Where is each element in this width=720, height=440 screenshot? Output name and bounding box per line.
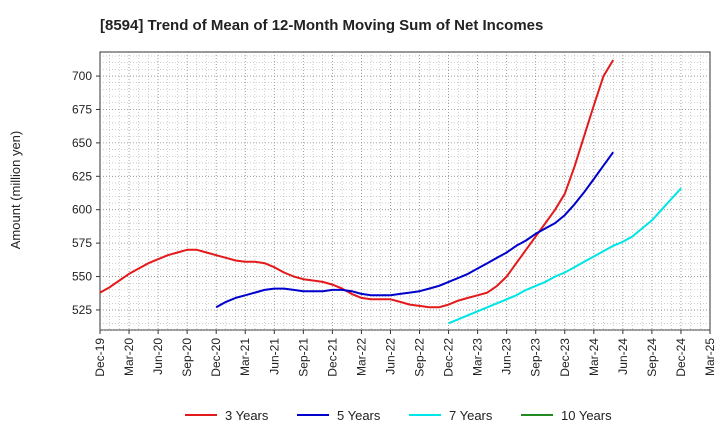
series-line-2 xyxy=(215,151,615,309)
x-tick-label: Mar-20 xyxy=(122,338,136,376)
legend-label: 5 Years xyxy=(337,408,381,423)
x-tick-label: Jun-22 xyxy=(383,338,397,375)
chart-title: [8594] Trend of Mean of 12-Month Moving … xyxy=(100,17,543,34)
x-tick-label: Jun-20 xyxy=(151,338,165,375)
x-tick-label: Mar-25 xyxy=(703,338,717,376)
x-tick-label: Mar-24 xyxy=(587,338,601,376)
legend-label: 3 Years xyxy=(225,408,269,423)
y-tick-label: 625 xyxy=(72,169,92,183)
x-tick-label: Mar-22 xyxy=(354,338,368,376)
y-axis-ticks: 525 550 575 600 625 650 675 700 xyxy=(72,69,100,317)
x-tick-label: Dec-24 xyxy=(674,338,688,377)
y-tick-label: 675 xyxy=(72,102,92,116)
y-tick-label: 550 xyxy=(72,270,92,284)
x-tick-label: Sep-21 xyxy=(296,338,310,377)
legend-label: 7 Years xyxy=(449,408,493,423)
y-tick-label: 600 xyxy=(72,203,92,217)
series-line-3 xyxy=(448,187,682,325)
y-tick-label: 575 xyxy=(72,236,92,250)
x-tick-label: Mar-23 xyxy=(471,338,485,376)
x-axis-ticks: Dec-19 Mar-20 Jun-20 Sep-20 Dec-20 Mar-21 Jun-… xyxy=(93,330,717,377)
y-axis-label: Amount (million yen) xyxy=(8,131,23,250)
x-tick-label: Dec-20 xyxy=(209,338,223,377)
legend: 3 Years 5 Years 7 Years 10 Years xyxy=(185,408,612,423)
x-tick-label: Dec-21 xyxy=(325,338,339,377)
series-layer xyxy=(99,59,682,325)
y-tick-label: 700 xyxy=(72,69,92,83)
series-line-1 xyxy=(99,59,615,309)
x-tick-label: Sep-22 xyxy=(413,338,427,377)
x-tick-label: Dec-19 xyxy=(93,338,107,377)
x-tick-label: Sep-23 xyxy=(529,338,543,377)
legend-label: 10 Years xyxy=(561,408,612,423)
x-tick-label: Jun-24 xyxy=(616,338,630,375)
x-tick-label: Jun-21 xyxy=(267,338,281,375)
x-tick-label: Sep-24 xyxy=(645,338,659,377)
x-tick-label: Mar-21 xyxy=(238,338,252,376)
y-tick-label: 650 xyxy=(72,136,92,150)
x-tick-label: Jun-23 xyxy=(500,338,514,375)
x-tick-label: Sep-20 xyxy=(180,338,194,377)
x-tick-label: Dec-23 xyxy=(558,338,572,377)
y-tick-label: 525 xyxy=(72,303,92,317)
plot-area xyxy=(99,51,711,331)
grid-lines xyxy=(100,52,710,331)
x-tick-label: Dec-22 xyxy=(442,338,456,377)
